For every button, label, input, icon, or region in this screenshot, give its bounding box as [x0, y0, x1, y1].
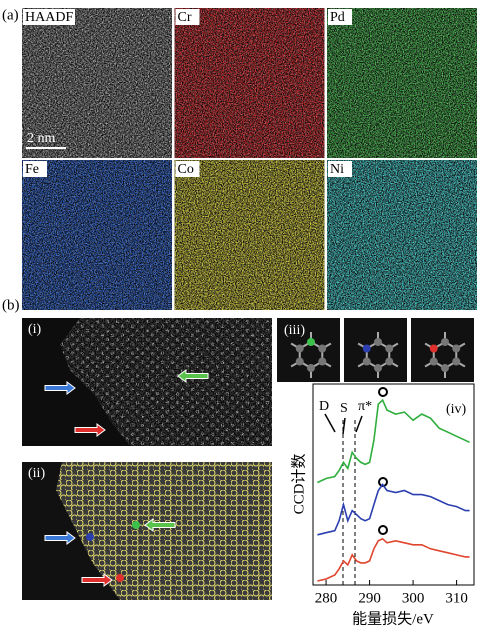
- molecule-image: [344, 318, 407, 382]
- element-map: Cr: [174, 8, 325, 158]
- panel-label: (a): [2, 7, 19, 23]
- map-label: Co: [178, 162, 194, 177]
- arrow: [177, 369, 209, 383]
- spectrum-chart: D S π* (iv) CCD计数 能量损失/eV 280 290 300 310: [290, 383, 475, 627]
- atom: [385, 357, 394, 366]
- label-bg: [175, 9, 200, 25]
- atom: [441, 364, 449, 372]
- label-bg: [328, 161, 352, 177]
- atom: [429, 344, 438, 353]
- map-noise: [174, 8, 325, 158]
- atom: [452, 344, 461, 353]
- atom: [429, 357, 438, 366]
- image-label: (i): [28, 322, 42, 337]
- map-noise: [22, 8, 172, 158]
- atom: [374, 338, 382, 346]
- element-maps: HAADF Cr Pd Fe Co Ni: [22, 8, 477, 310]
- element-map: HAADF: [22, 8, 172, 158]
- image-iii: [277, 318, 474, 382]
- element-map: Ni: [327, 160, 477, 310]
- pointer: [355, 415, 363, 433]
- map-label: Pd: [330, 10, 345, 25]
- atom: [362, 344, 371, 353]
- atom: [441, 338, 449, 346]
- atom: [318, 357, 327, 366]
- scale-bar-label: 2 nm: [27, 131, 56, 146]
- atom: [295, 357, 304, 366]
- y-axis-label: CCD计数: [290, 454, 307, 515]
- atom: [307, 364, 315, 372]
- map-label: HAADF: [25, 10, 73, 25]
- marker: [378, 387, 388, 397]
- atom: [295, 344, 304, 353]
- atom: [385, 344, 394, 353]
- pointer: [324, 413, 336, 433]
- label-bg: [328, 9, 352, 25]
- label-bg: [23, 161, 47, 177]
- image-bg: [411, 318, 474, 382]
- panel-label: (b): [2, 297, 20, 313]
- map-noise: [22, 160, 172, 310]
- map-noise: [327, 160, 477, 310]
- x-tick-label: 310: [445, 590, 468, 606]
- annotation: S: [340, 401, 348, 416]
- label-bg: [175, 161, 200, 177]
- map-label: Ni: [330, 162, 344, 177]
- molecule-image: [411, 318, 474, 382]
- atom: [318, 344, 327, 353]
- x-tick-label: 300: [402, 590, 425, 606]
- map-noise: [174, 160, 325, 310]
- arrow: [44, 531, 76, 545]
- arrows: [44, 369, 209, 587]
- panel-label: (iv): [446, 402, 467, 417]
- image-i: (i): [22, 318, 272, 446]
- arrow: [74, 423, 106, 437]
- map-noise: [327, 8, 477, 158]
- annotation: D: [319, 399, 329, 414]
- atom: [362, 357, 371, 366]
- label-bg: [23, 9, 75, 25]
- arrow: [44, 381, 76, 395]
- x-tick-label: 280: [315, 590, 338, 606]
- image-label: (ii): [28, 466, 45, 481]
- spectrum-line: [317, 537, 470, 582]
- plot-frame: [312, 383, 475, 586]
- map-label: Fe: [25, 162, 39, 177]
- annotation: π*: [358, 399, 372, 414]
- image-ii: (ii): [22, 462, 272, 600]
- arrow: [144, 518, 176, 532]
- image-bg: [277, 318, 340, 382]
- atom: [307, 338, 315, 346]
- x-tick-label: 290: [358, 590, 381, 606]
- molecule-image: [277, 318, 340, 382]
- element-map: Fe: [22, 160, 172, 310]
- arrow: [81, 573, 113, 587]
- map-label: Cr: [178, 10, 192, 25]
- element-map: Pd: [327, 8, 477, 158]
- atom: [374, 364, 382, 372]
- spectrum-line: [317, 398, 470, 484]
- element-map: Co: [174, 160, 325, 310]
- atom: [452, 357, 461, 366]
- spectrum-line: [317, 483, 470, 536]
- pointer: [342, 417, 346, 435]
- x-axis-label: 能量损失/eV: [352, 610, 434, 627]
- marker: [378, 525, 388, 535]
- image-label: (iii): [284, 323, 305, 338]
- image-bg: [344, 318, 407, 382]
